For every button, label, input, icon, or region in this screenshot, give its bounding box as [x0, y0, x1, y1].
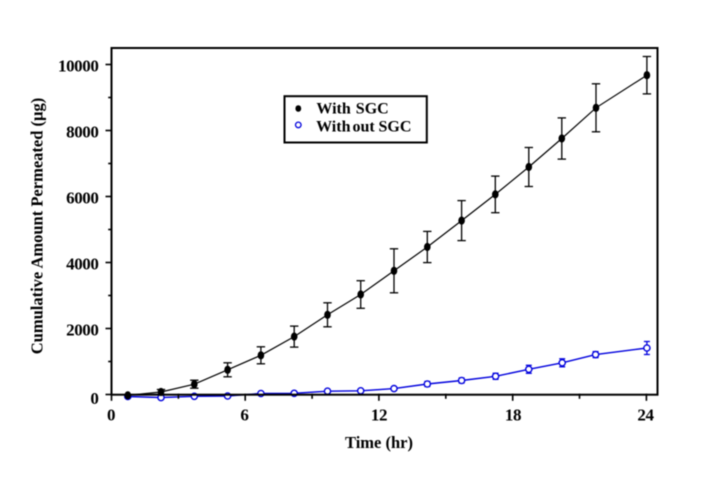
svg-text:2000: 2000 [66, 320, 98, 339]
svg-text:4000: 4000 [66, 254, 98, 273]
svg-text:10000: 10000 [58, 56, 99, 75]
svg-text:Time (hr): Time (hr) [345, 433, 413, 452]
svg-text:0: 0 [107, 406, 115, 425]
svg-text:24: 24 [637, 406, 654, 425]
svg-text:Cumulative Amount Permeated (µ: Cumulative Amount Permeated (µg) [28, 98, 47, 355]
svg-text:8000: 8000 [66, 122, 98, 141]
svg-text:6: 6 [240, 406, 248, 425]
svg-text:0: 0 [90, 389, 98, 408]
svg-text:6000: 6000 [66, 188, 98, 207]
svg-text:18: 18 [505, 406, 521, 425]
svg-text:12: 12 [371, 406, 387, 425]
